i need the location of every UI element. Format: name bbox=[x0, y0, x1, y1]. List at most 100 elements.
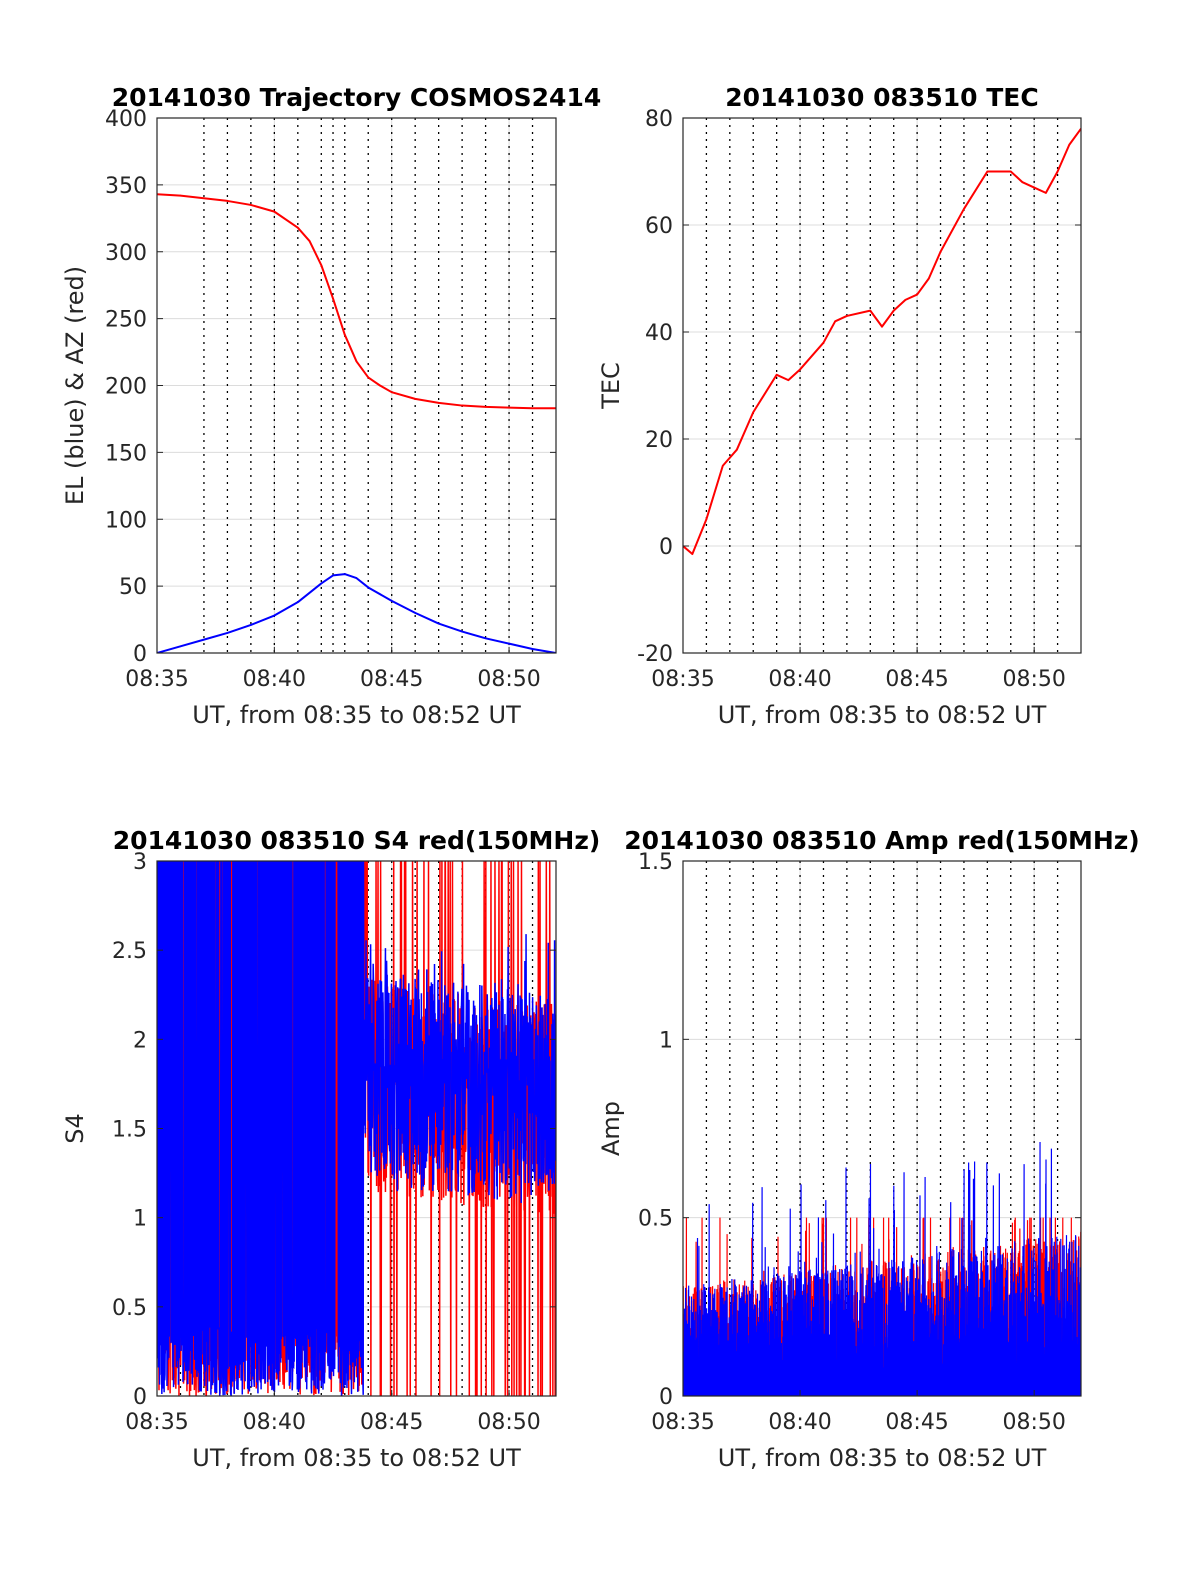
tec-title: 20141030 083510 TEC bbox=[725, 83, 1038, 112]
trajectory-series-red-point bbox=[508, 406, 510, 409]
trajectory-ylabel: EL (blue) & AZ (red) bbox=[61, 266, 89, 505]
tec-series-red-point bbox=[1033, 186, 1035, 189]
tec-series-red-point bbox=[775, 374, 778, 376]
trajectory-series-red-point bbox=[203, 197, 205, 200]
s4-ytick-label: 2.5 bbox=[112, 939, 147, 964]
tec-series-red-point bbox=[752, 411, 755, 414]
tec-series-red-point bbox=[869, 309, 872, 312]
trajectory-series-red-point bbox=[367, 376, 370, 379]
s4-ytick-label: 3 bbox=[133, 850, 147, 875]
amp-xtick-label: 08:40 bbox=[768, 1410, 831, 1435]
trajectory-series-red-point bbox=[484, 406, 487, 408]
tec-ylabel: TEC bbox=[597, 362, 625, 410]
trajectory-series-red bbox=[157, 193, 556, 410]
tec-series-red-point bbox=[892, 309, 895, 312]
trajectory-series-blue-point bbox=[461, 630, 463, 633]
s4-xlabel: UT, from 08:35 to 08:52 UT bbox=[192, 1444, 521, 1472]
amp-panel: 0 0.5 1 1.5 08:35 08:40 08:45 08:50 20141030 083… bbox=[597, 826, 1140, 1472]
trajectory-series-blue-point bbox=[531, 648, 534, 650]
tec-xtick-label: 08:35 bbox=[651, 667, 714, 692]
trajectory-series-red-point bbox=[179, 194, 182, 197]
trajectory-series-blue-point bbox=[332, 574, 334, 577]
trajectory-ytick-label: 400 bbox=[105, 107, 147, 132]
tec-xtick-label: 08:50 bbox=[1002, 667, 1065, 692]
s4-ytick-label: 0.5 bbox=[112, 1296, 147, 1321]
s4-ylabel: S4 bbox=[61, 1113, 89, 1144]
trajectory-series-red-point bbox=[250, 204, 252, 206]
s4-ytick-label: 1.5 bbox=[112, 1118, 147, 1143]
tec-series-red-point bbox=[1021, 181, 1024, 183]
trajectory-series-red-point bbox=[355, 360, 358, 363]
trajectory-series-blue-point bbox=[226, 632, 229, 634]
tec-series-red-point bbox=[1056, 170, 1059, 173]
tec-series-red-point bbox=[916, 293, 918, 296]
s4-ytick-label: 2 bbox=[133, 1028, 147, 1053]
trajectory-ytick-label: 300 bbox=[105, 241, 147, 266]
trajectory-series-red-point bbox=[320, 264, 323, 266]
s4-series-blue bbox=[157, 861, 556, 1396]
trajectory-series-blue-point bbox=[484, 637, 487, 640]
trajectory-series-blue-point bbox=[508, 642, 510, 645]
trajectory-series-blue-point bbox=[203, 638, 205, 641]
s4-xtick-label: 08:50 bbox=[477, 1410, 540, 1435]
amp-axes-frame bbox=[682, 860, 1082, 1397]
tec-series-red-point bbox=[939, 250, 942, 253]
tec-plot-area bbox=[683, 118, 1081, 653]
amp-ylabel: Amp bbox=[597, 1101, 625, 1156]
trajectory-series-blue-point bbox=[320, 582, 323, 585]
s4-title: 20141030 083510 S4 red(150MHz) bbox=[113, 826, 601, 855]
trajectory-series-red-point bbox=[531, 407, 534, 410]
s4-xtick-label: 08:40 bbox=[243, 1410, 306, 1435]
tec-series-red-point bbox=[787, 379, 790, 381]
amp-ytick-label: 1 bbox=[659, 1028, 673, 1053]
trajectory-ytick-label: 150 bbox=[105, 441, 147, 466]
tec-panel: -20 0 20 40 60 80 08:35 08:40 08:45 08:50 20141030… bbox=[597, 83, 1082, 729]
trajectory-series-blue-point bbox=[390, 600, 393, 602]
tec-xlabel: UT, from 08:35 to 08:52 UT bbox=[718, 701, 1047, 729]
tec-series-red-point bbox=[928, 277, 930, 280]
trajectory-panel: 0 50 100 150 200 250 300 350 400 08:35 08:40 08:45 0… bbox=[61, 83, 601, 729]
s4-xtick-label: 08:45 bbox=[360, 1410, 423, 1435]
tec-xtick-label: 08:40 bbox=[768, 667, 831, 692]
tec-series-red-point bbox=[705, 518, 708, 521]
amp-title: 20141030 083510 Amp red(150MHz) bbox=[624, 826, 1140, 855]
amp-xtick-label: 08:45 bbox=[885, 1410, 948, 1435]
trajectory-ytick-label: 100 bbox=[105, 508, 147, 533]
tec-series-red-point bbox=[736, 448, 738, 451]
tec-ytick-label: 60 bbox=[645, 214, 673, 239]
tec-series-red-point bbox=[1045, 192, 1047, 194]
tec-series-red-point bbox=[1068, 143, 1071, 146]
trajectory-series-blue-point bbox=[179, 645, 182, 648]
trajectory-series-blue-point bbox=[273, 614, 276, 617]
trajectory-series-blue-point bbox=[437, 622, 440, 625]
amp-xtick-label: 08:35 bbox=[651, 1410, 714, 1435]
trajectory-series-blue-point bbox=[250, 624, 252, 626]
tec-series-red-point bbox=[904, 299, 907, 301]
trajectory-ytick-label: 250 bbox=[105, 308, 147, 333]
tec-series-red-point bbox=[722, 464, 724, 467]
trajectory-series-red-point bbox=[390, 391, 393, 393]
trajectory-xtick-label: 08:40 bbox=[243, 667, 306, 692]
s4-panel: 0 0.5 1 1.5 2 2.5 3 08:35 08:40 08:45 08:50 2014103… bbox=[61, 826, 600, 1472]
tec-series-red-point bbox=[799, 368, 801, 371]
trajectory-xtick-label: 08:50 bbox=[477, 667, 540, 692]
trajectory-series-blue-point bbox=[343, 573, 346, 575]
trajectory-series-blue-point bbox=[367, 586, 370, 589]
tec-series-red-point bbox=[881, 325, 883, 328]
tec-series-red-point bbox=[846, 315, 848, 317]
tec-series-red-point bbox=[822, 341, 825, 344]
tec-series-red-point bbox=[963, 208, 965, 210]
tec-ytick-label: 0 bbox=[659, 535, 673, 560]
trajectory-xtick-label: 08:45 bbox=[360, 667, 423, 692]
trajectory-series-blue-point bbox=[297, 601, 299, 603]
tec-series-red-point bbox=[986, 170, 989, 173]
s4-ytick-label: 1 bbox=[133, 1207, 147, 1232]
amp-ytick-label: 0.5 bbox=[638, 1207, 673, 1232]
trajectory-series-blue bbox=[157, 573, 556, 653]
trajectory-series-red-point bbox=[273, 210, 276, 213]
trajectory-series-red-point bbox=[461, 404, 463, 407]
trajectory-xlabel: UT, from 08:35 to 08:52 UT bbox=[192, 701, 521, 729]
s4-xtick-label: 08:35 bbox=[125, 1410, 188, 1435]
amp-series-blue bbox=[683, 1141, 1081, 1396]
